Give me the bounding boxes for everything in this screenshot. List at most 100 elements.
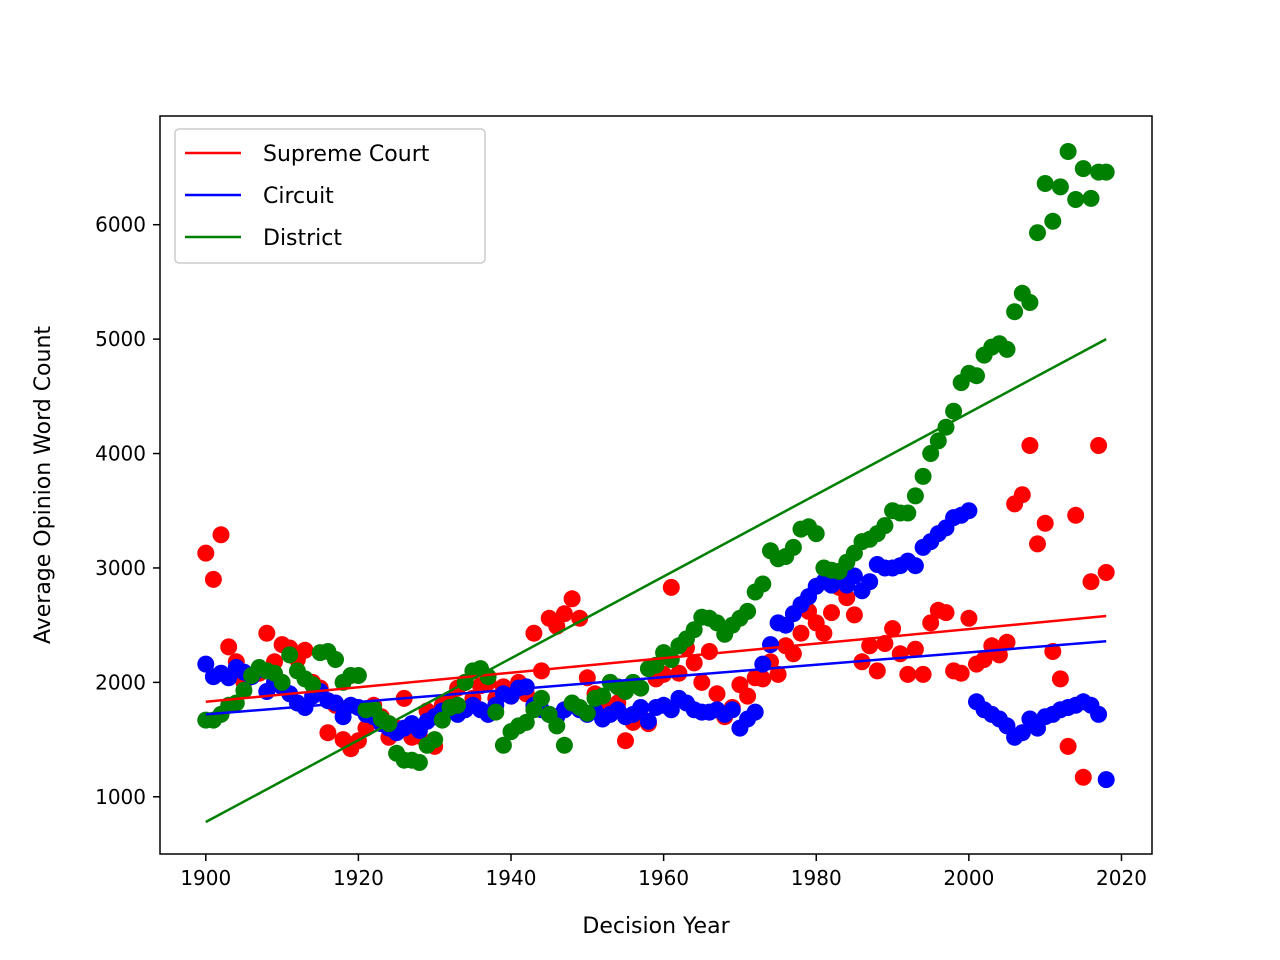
legend: Supreme Court Circuit District [174,128,486,264]
supreme-court-point-1993 [906,640,924,658]
supreme-court-point-1965 [693,673,711,691]
district-point-1980 [807,525,825,543]
supreme-court-point-2007 [1013,486,1031,504]
district-point-1930 [426,731,444,749]
district-point-2001 [968,367,985,385]
supreme-court-point-1982 [823,604,840,622]
district-point-1998 [945,402,963,420]
supreme-court-point-1908 [258,624,276,642]
supreme-court-point-1975 [769,665,787,683]
circuit-point-1985 [845,567,863,585]
legend-box [174,128,486,264]
y-tick-label-4000: 4000 [95,442,146,466]
circuit-point-2017 [1090,705,1108,723]
x-tick-label-1960: 1960 [638,866,689,890]
district-point-2016 [1082,189,1100,207]
supreme-court-point-2011 [1044,643,1062,660]
legend-entry-district: District [263,226,342,251]
supreme-court-point-2013 [1059,737,1077,755]
district-point-2012 [1051,178,1069,196]
circuit-trend-line [205,639,1107,716]
supreme-court-point-1991 [891,645,909,663]
district-point-1996 [929,432,947,450]
supreme-court-point-1997 [937,604,955,622]
supreme-court-point-1981 [815,624,833,642]
district-point-1911 [281,646,299,664]
district-point-1928 [410,754,428,771]
district-point-1961 [662,651,680,668]
y-tick-label-1000: 1000 [95,785,146,809]
supreme-court-point-1994 [914,665,932,683]
y-axis-label: Average Opinion Word Count [31,326,56,644]
district-point-2008 [1021,294,1039,311]
district-point-2010 [1036,175,1054,192]
supreme-court-point-1988 [868,662,886,680]
district-point-2009 [1029,224,1046,242]
district-point-1992 [899,504,917,522]
district-point-1946 [548,717,566,735]
circuit-point-2000 [960,502,978,520]
supreme-court-point-2017 [1090,437,1108,454]
district-point-1973 [754,575,772,593]
district-point-1952 [594,687,612,705]
y-tick-label-5000: 5000 [95,327,146,351]
supreme-court-point-1992 [899,665,917,683]
supreme-court-point-1943 [525,624,543,642]
supreme-court-point-1901 [204,570,222,588]
circuit-point-2018 [1097,771,1115,789]
x-axis-label: Decision Year [582,914,730,939]
x-tick-label-1920: 1920 [333,866,384,890]
x-tick-label-2020: 2020 [1096,866,1147,890]
district-point-2006 [1006,303,1024,321]
district-point-1914 [304,676,322,694]
circuit-point-1993 [906,557,924,575]
supreme-court-point-1990 [884,620,902,638]
supreme-court-point-1999 [952,664,970,682]
district-point-1959 [647,656,665,674]
supreme-court-point-2015 [1074,768,1092,786]
axes-frame [159,115,1153,855]
supreme-court-point-1900 [197,544,215,562]
circuit-point-1974 [762,636,779,654]
district-point-1950 [578,704,596,722]
y-tick-label-2000: 2000 [95,670,146,694]
district-point-1931 [433,711,451,729]
supreme-court-point-1966 [700,643,718,660]
x-tick-label-2000: 2000 [943,866,994,890]
supreme-court-point-1916 [319,724,337,742]
supreme-court-point-2016 [1082,573,1100,591]
supreme-court-point-1995 [922,614,940,632]
supreme-court-point-1978 [792,624,810,642]
supreme-court-point-2002 [975,651,993,668]
district-point-1957 [632,679,650,697]
circuit-point-1987 [861,573,879,591]
district-point-1942 [517,713,535,731]
district-trend-line [205,337,1107,824]
district-point-1947 [555,736,573,754]
supreme-court-point-1964 [685,654,703,672]
district-point-2018 [1097,163,1115,181]
supreme-court-point-1973 [754,670,772,688]
supreme-court-point-1903 [220,638,238,656]
supreme-court-point-2012 [1051,670,1069,688]
supreme-court-point-1955 [617,732,634,750]
circuit-point-2007 [1013,724,1031,742]
supreme-court-point-1985 [845,606,863,624]
district-point-1944 [533,689,550,707]
supreme-court-point-2009 [1029,535,1046,553]
supreme-court-point-2010 [1036,514,1054,532]
district-point-2015 [1074,160,1092,178]
district-point-1995 [922,445,940,462]
supreme-court-point-1967 [708,685,726,703]
supreme-court-point-1913 [296,641,314,659]
supreme-court-point-1977 [784,645,802,663]
supreme-court-point-1984 [838,589,856,607]
district-point-1917 [327,651,344,668]
supreme-court-point-2018 [1097,564,1115,581]
y-tick-label-3000: 3000 [95,556,146,580]
x-tick-label-1980: 1980 [791,866,842,890]
supreme-court-point-1947 [555,605,573,623]
supreme-court-point-1987 [861,637,879,655]
circuit-point-1942 [517,678,535,696]
